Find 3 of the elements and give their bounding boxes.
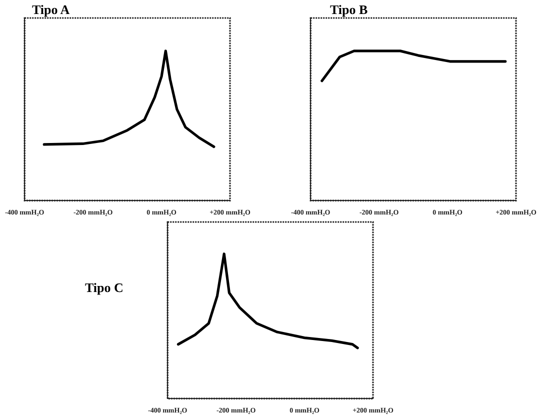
chart-title: Tipo A bbox=[32, 2, 70, 18]
text: Tipo C bbox=[85, 280, 124, 296]
chart-title: Tipo B bbox=[330, 2, 368, 18]
